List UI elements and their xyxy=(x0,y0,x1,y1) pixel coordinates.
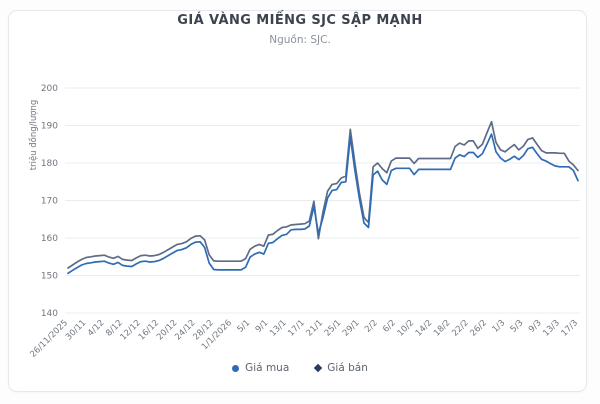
x-tick-label: 21/1 xyxy=(305,318,326,339)
x-tick-label: 1/3 xyxy=(491,318,508,335)
x-tick-label: 26/11/2025 xyxy=(28,318,70,360)
x-tick-label: 13/3 xyxy=(541,318,562,339)
legend-item-gia-ban[interactable]: Giá bán xyxy=(314,362,368,374)
x-tick-label: 5/1 xyxy=(236,318,253,335)
x-tick-label: 30/11 xyxy=(64,318,88,342)
gia-mua-legend-label: Giá mua xyxy=(245,362,290,374)
x-tick-label: 26/2 xyxy=(468,318,489,339)
x-tick-label: 14/2 xyxy=(414,318,435,339)
y-tick-label: 160 xyxy=(41,234,58,244)
y-tick-label: 150 xyxy=(41,272,58,282)
x-tick-label: 4/12 xyxy=(86,318,107,339)
gia-mua-marker-icon xyxy=(232,364,240,372)
x-tick-label: 25/1 xyxy=(323,318,344,339)
y-tick-label: 180 xyxy=(41,159,58,169)
gia-ban-legend-label: Giá bán xyxy=(327,362,368,374)
y-axis-title: triệu đồng/lượng xyxy=(28,100,39,170)
x-tick-label: 2/2 xyxy=(363,318,380,335)
x-tick-label: 22/2 xyxy=(450,318,471,339)
gia-mua-line xyxy=(67,133,579,275)
gia-ban-line xyxy=(67,120,579,269)
x-tick-label: 5/3 xyxy=(509,318,526,335)
x-tick-label: 29/1 xyxy=(341,318,362,339)
x-tick-label: 17/3 xyxy=(560,318,581,339)
x-tick-label: 18/2 xyxy=(432,318,453,339)
chart-subtitle: Nguồn: SJC. xyxy=(269,34,331,46)
y-tick-label: 190 xyxy=(41,122,58,132)
y-tick-label: 200 xyxy=(41,84,58,94)
x-tick-label: 17/1 xyxy=(286,318,307,339)
y-tick-label: 170 xyxy=(41,197,58,207)
x-tick-label: 13/1 xyxy=(268,318,289,339)
page-title: GIÁ VÀNG MIẾNG SJC SẬP MẠNH xyxy=(177,13,423,28)
chart-legend: Giá mua Giá bán xyxy=(0,362,600,374)
legend-item-gia-mua[interactable]: Giá mua xyxy=(232,362,289,374)
gia-ban-marker-icon xyxy=(314,363,323,373)
y-tick-label: 140 xyxy=(41,309,58,319)
x-tick-label: 10/2 xyxy=(396,318,417,339)
